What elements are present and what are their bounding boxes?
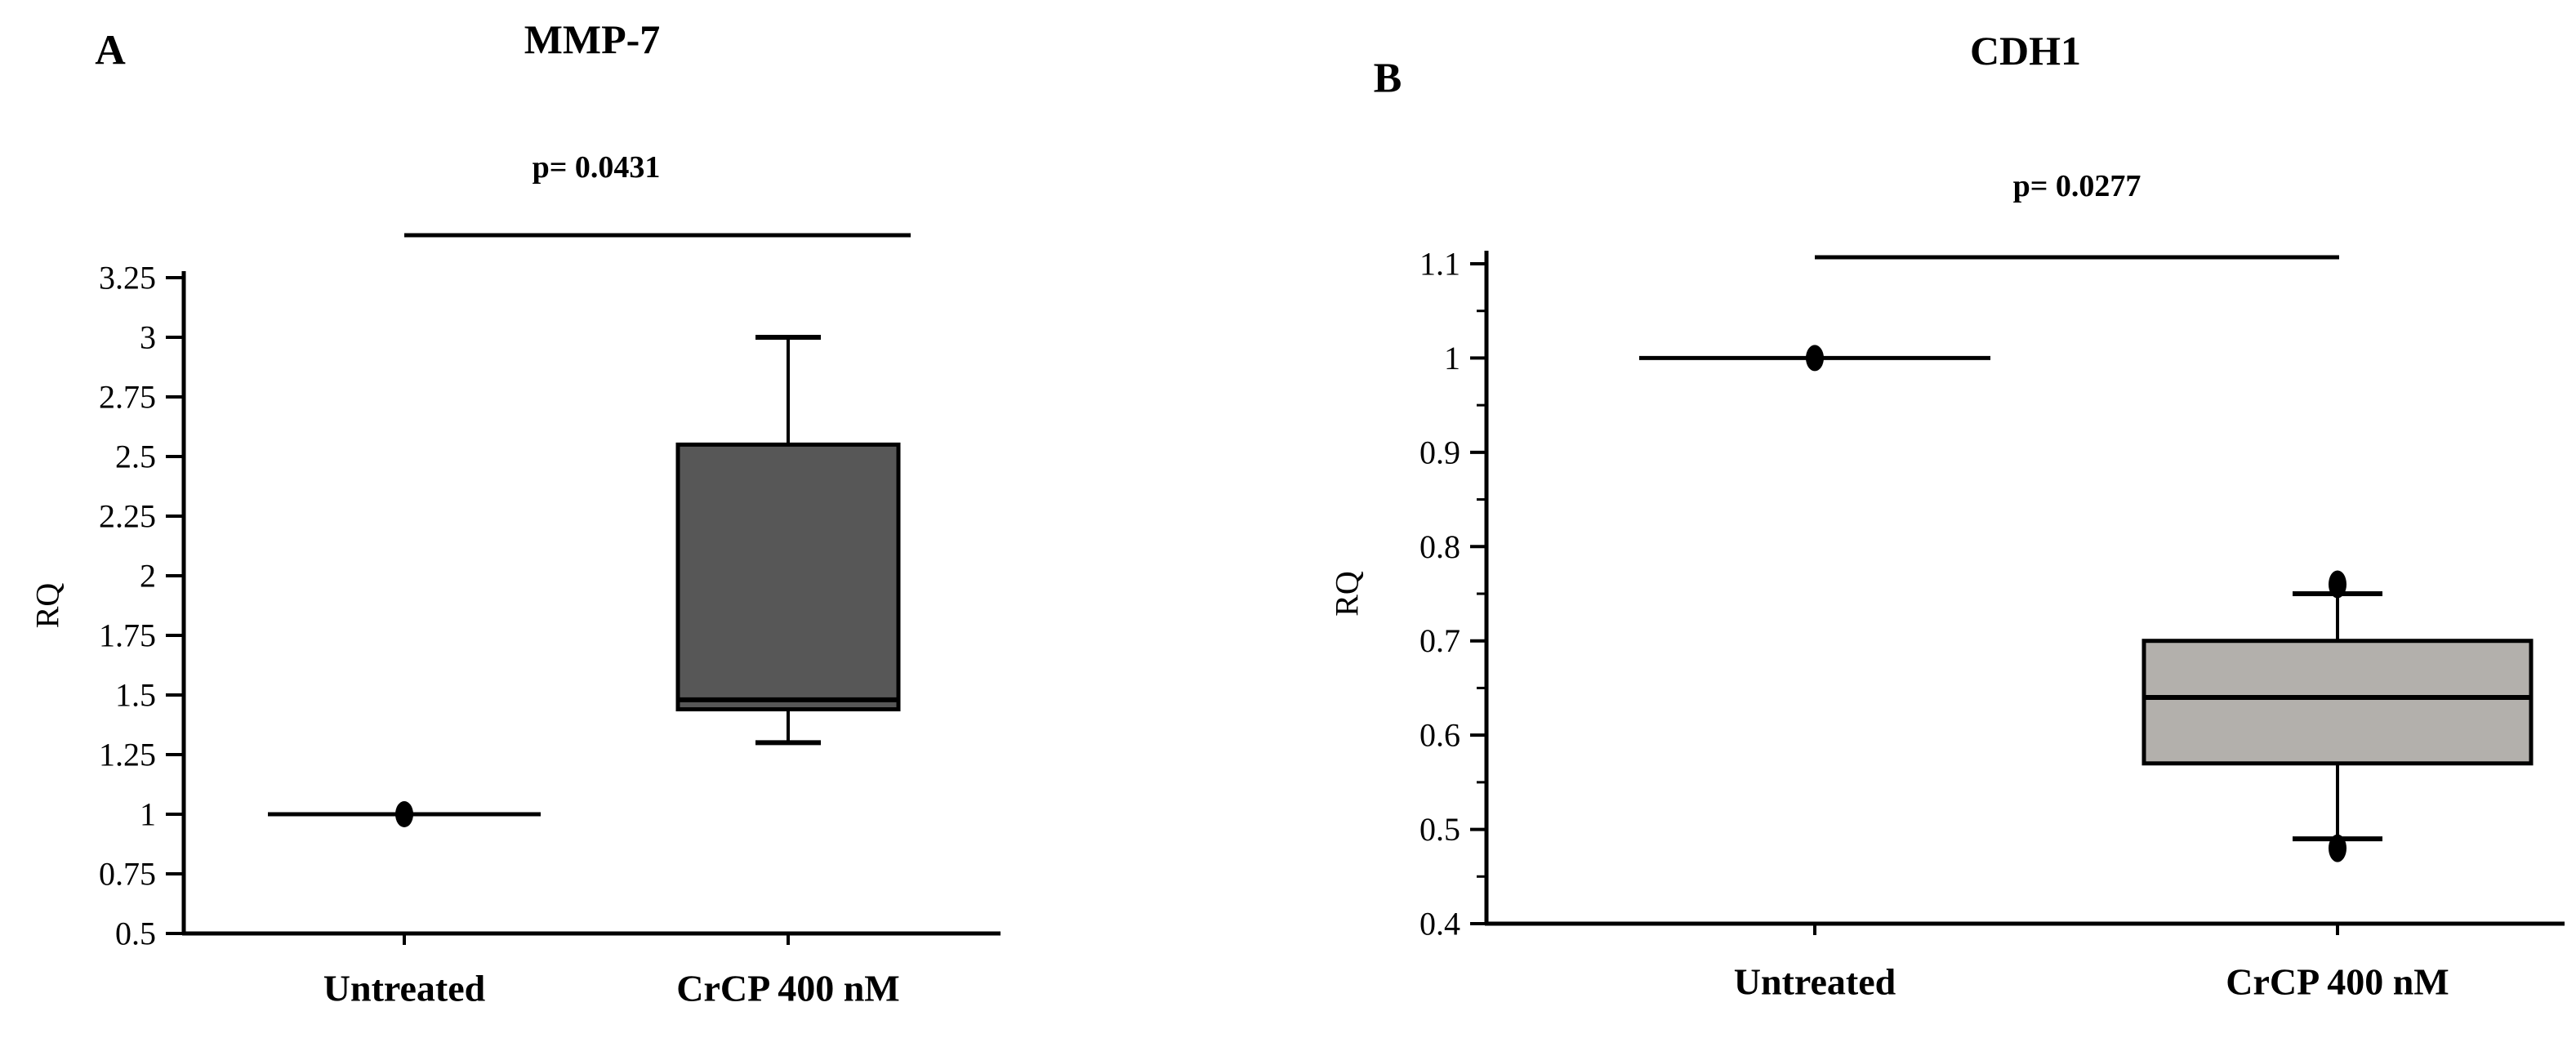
p-value-label: p= 0.0431 (533, 150, 661, 185)
y-tick-label: 1 (1444, 340, 1460, 376)
y-tick-label: 1.1 (1419, 246, 1460, 283)
y-tick-label: 2.25 (99, 498, 156, 535)
y-axis-title: RQ (1329, 571, 1366, 617)
panel-b: 1.1 1 0.9 0.8 0.7 0.6 0.5 0.4 Untreated CrCP 400 … (1288, 0, 2576, 1034)
panel-b-chart: 1.1 1 0.9 0.8 0.7 0.6 0.5 0.4 Untreated CrCP 400 … (1329, 28, 2565, 1003)
y-tick-label: 1 (140, 796, 156, 833)
y-tick-label: 0.5 (115, 915, 156, 952)
y-tick-label: 2.5 (115, 439, 156, 475)
panel-title: MMP-7 (524, 16, 661, 62)
data-point-marker (395, 801, 413, 827)
box-rect (2141, 639, 2534, 766)
panel-letter: B (1374, 56, 1402, 102)
data-point-marker (1806, 345, 1824, 372)
y-tick-label: 3 (140, 319, 156, 356)
y-tick-label: 1.25 (99, 737, 156, 773)
y-tick-label: 0.5 (1419, 811, 1460, 848)
y-tick-label: 0.4 (1419, 906, 1460, 942)
category-label: CrCP 400 nM (676, 968, 899, 1009)
y-tick-label: 3.25 (99, 260, 156, 296)
p-value-label: p= 0.0277 (2013, 169, 2141, 203)
y-tick-label: 2.75 (99, 379, 156, 416)
box-rect (675, 442, 901, 712)
category-label: CrCP 400 nM (2226, 961, 2449, 1003)
y-tick-label: 1.5 (115, 677, 156, 714)
y-tick-label: 0.9 (1419, 434, 1460, 470)
panel-letter: A (95, 28, 126, 74)
outlier-marker (2329, 834, 2346, 862)
y-axis-title: RQ (29, 583, 66, 629)
category-label: Untreated (323, 968, 486, 1009)
panel-title: CDH1 (1970, 28, 2081, 74)
outlier-marker (2329, 570, 2346, 599)
y-tick-label: 0.8 (1419, 528, 1460, 565)
category-label: Untreated (1734, 961, 1896, 1003)
y-tick-label: 0.7 (1419, 622, 1460, 659)
y-tick-label: 0.6 (1419, 717, 1460, 754)
y-tick-label: 1.75 (99, 617, 156, 654)
panel-a-chart: 3.25 3 2.75 2.5 2.25 2 1.75 1.5 1.25 1 0.75 0.5 Untr… (29, 16, 1001, 1009)
panel-a: 3.25 3 2.75 2.5 2.25 2 1.75 1.5 1.25 1 0.75 0.5 Untr… (0, 0, 1288, 1034)
y-tick-label: 2 (140, 558, 156, 595)
y-tick-label: 0.75 (99, 856, 156, 893)
